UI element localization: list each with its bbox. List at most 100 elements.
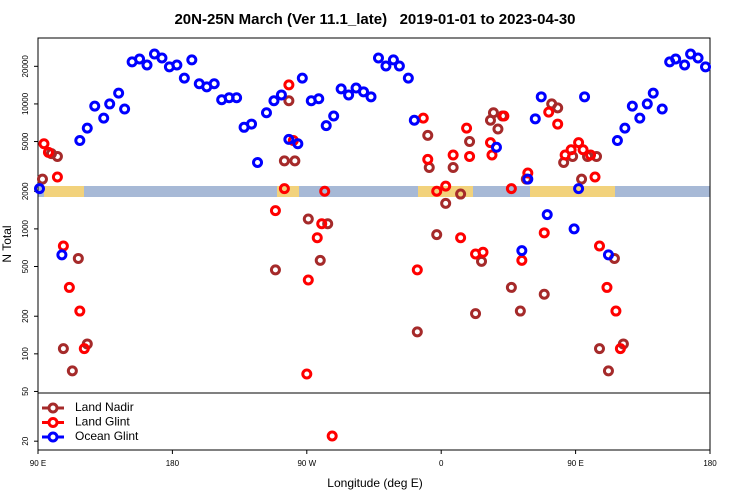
point bbox=[269, 264, 281, 276]
point bbox=[647, 87, 659, 99]
legend-marker bbox=[47, 431, 59, 443]
point bbox=[36, 173, 48, 185]
point bbox=[186, 54, 198, 66]
point bbox=[552, 102, 564, 114]
point bbox=[260, 107, 272, 119]
point bbox=[417, 112, 429, 124]
point bbox=[171, 59, 183, 71]
point bbox=[269, 205, 281, 217]
point bbox=[610, 305, 622, 317]
y-tick-label: 5000 bbox=[21, 132, 30, 150]
point bbox=[113, 87, 125, 99]
point bbox=[614, 343, 626, 355]
point bbox=[156, 52, 168, 64]
y-tick-label: 200 bbox=[21, 309, 30, 323]
x-axis-label: Longitude (deg E) bbox=[327, 476, 422, 490]
point bbox=[619, 122, 631, 134]
point bbox=[81, 122, 93, 134]
point bbox=[593, 240, 605, 252]
point bbox=[380, 60, 392, 72]
point bbox=[692, 52, 704, 64]
point bbox=[464, 150, 476, 162]
point bbox=[402, 72, 414, 84]
point bbox=[365, 91, 377, 103]
point bbox=[535, 91, 547, 103]
point bbox=[72, 252, 84, 264]
point bbox=[322, 218, 334, 230]
y-axis-label: N Total bbox=[0, 225, 14, 262]
point bbox=[335, 83, 347, 95]
point bbox=[447, 149, 459, 161]
point bbox=[487, 107, 499, 119]
point bbox=[679, 59, 691, 71]
point bbox=[505, 183, 517, 195]
point bbox=[51, 171, 63, 183]
point bbox=[464, 136, 476, 148]
point bbox=[516, 254, 528, 266]
point bbox=[66, 365, 78, 377]
point bbox=[411, 264, 423, 276]
point bbox=[51, 150, 63, 162]
point bbox=[301, 368, 313, 380]
point bbox=[543, 106, 555, 118]
y-tick-label: 2000 bbox=[21, 182, 30, 200]
point bbox=[278, 155, 290, 167]
point bbox=[141, 59, 153, 71]
point bbox=[591, 150, 603, 162]
x-tick-label: 180 bbox=[166, 459, 180, 468]
x-tick-label: 90 E bbox=[30, 459, 46, 468]
point bbox=[602, 365, 614, 377]
point bbox=[541, 209, 553, 221]
point bbox=[104, 98, 116, 110]
point bbox=[641, 98, 653, 110]
point bbox=[33, 183, 45, 195]
point bbox=[302, 213, 314, 225]
point bbox=[38, 138, 50, 150]
point bbox=[611, 134, 623, 146]
point bbox=[314, 254, 326, 266]
point bbox=[477, 246, 489, 258]
point bbox=[275, 89, 287, 101]
point bbox=[552, 118, 564, 130]
point bbox=[498, 110, 510, 122]
point bbox=[319, 185, 331, 197]
point bbox=[440, 197, 452, 209]
point bbox=[387, 54, 399, 66]
point bbox=[208, 78, 220, 90]
point bbox=[328, 110, 340, 122]
point bbox=[422, 153, 434, 165]
point bbox=[326, 430, 338, 442]
y-tick-label: 500 bbox=[21, 259, 30, 273]
point bbox=[74, 305, 86, 317]
point bbox=[292, 138, 304, 150]
point bbox=[408, 114, 420, 126]
point bbox=[246, 118, 258, 130]
point bbox=[343, 89, 355, 101]
y-tick-label: 20 bbox=[21, 436, 30, 445]
point bbox=[372, 52, 384, 64]
point bbox=[411, 326, 423, 338]
point bbox=[602, 249, 614, 261]
point bbox=[565, 144, 577, 156]
land-strip bbox=[530, 186, 615, 197]
point bbox=[573, 183, 585, 195]
point bbox=[431, 229, 443, 241]
x-tick-label: 90 E bbox=[567, 459, 583, 468]
point bbox=[529, 113, 541, 125]
legend-marker bbox=[47, 417, 59, 428]
point bbox=[568, 223, 580, 235]
point bbox=[119, 103, 131, 115]
point bbox=[700, 61, 712, 73]
land-strip bbox=[44, 186, 84, 197]
point bbox=[98, 112, 110, 124]
point bbox=[486, 149, 498, 161]
point bbox=[311, 232, 323, 244]
point bbox=[522, 173, 534, 185]
x-tick-label: 180 bbox=[703, 459, 717, 468]
x-tick-label: 0 bbox=[439, 459, 444, 468]
point bbox=[313, 93, 325, 105]
point bbox=[585, 149, 597, 161]
point bbox=[78, 343, 90, 355]
point bbox=[268, 95, 280, 107]
